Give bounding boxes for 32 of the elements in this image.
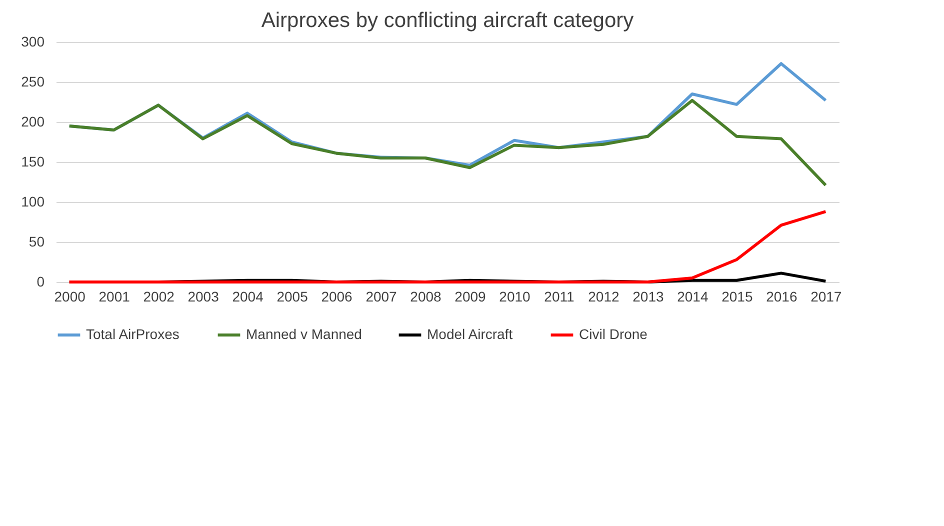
- x-tick-label: 2002: [143, 288, 175, 304]
- y-tick-label: 150: [21, 154, 45, 170]
- x-tick-label: 2007: [366, 288, 398, 304]
- legend-label: Civil Drone: [579, 326, 648, 342]
- x-tick-label: 2006: [321, 288, 353, 304]
- x-tick-label: 2014: [677, 288, 708, 304]
- x-tick-label: 2011: [544, 288, 574, 304]
- x-tick-label: 2016: [766, 288, 798, 304]
- x-tick-label: 2010: [499, 288, 531, 304]
- y-tick-label: 100: [21, 194, 45, 210]
- x-tick-label: 2015: [722, 288, 753, 304]
- x-tick-label: 2017: [810, 288, 842, 304]
- x-tick-label: 2009: [454, 288, 486, 304]
- y-tick-label: 200: [21, 114, 45, 130]
- y-tick-label: 50: [28, 234, 45, 250]
- x-tick-label: 2004: [232, 288, 264, 304]
- y-tick-label: 250: [21, 74, 45, 90]
- x-tick-label: 2005: [276, 288, 308, 304]
- x-tick-label: 2001: [98, 288, 130, 304]
- line-series: [68, 98, 828, 187]
- x-tick-label: 2012: [588, 288, 620, 304]
- y-tick-label: 300: [21, 34, 45, 50]
- legend-label: Model Aircraft: [427, 326, 513, 342]
- x-tick-label: 2008: [410, 288, 442, 304]
- chart-title: Airproxes by conflicting aircraft category: [261, 9, 634, 32]
- x-tick-label: 2000: [54, 288, 86, 304]
- legend-label: Total AirProxes: [86, 326, 180, 342]
- legend-label: Manned v Manned: [246, 326, 362, 342]
- x-tick-label: 2003: [188, 288, 220, 304]
- x-tick-label: 2013: [632, 288, 664, 304]
- line-series: [68, 210, 828, 284]
- y-tick-label: 0: [36, 274, 45, 290]
